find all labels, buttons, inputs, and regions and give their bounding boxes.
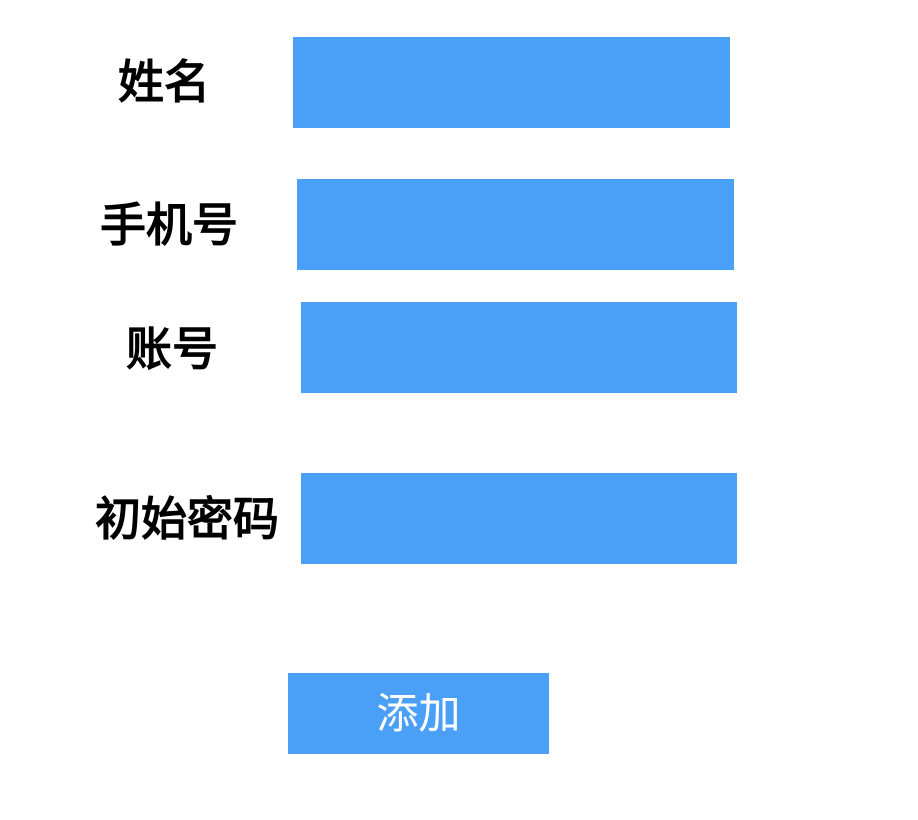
- phone-label: 手机号: [100, 195, 238, 255]
- initial-password-input[interactable]: [301, 473, 737, 564]
- phone-input[interactable]: [297, 179, 734, 270]
- account-label: 账号: [126, 319, 218, 379]
- account-input[interactable]: [301, 302, 737, 393]
- initial-password-label: 初始密码: [95, 489, 279, 549]
- add-button[interactable]: 添加: [288, 673, 549, 754]
- name-label: 姓名: [118, 52, 210, 112]
- name-input[interactable]: [293, 37, 730, 128]
